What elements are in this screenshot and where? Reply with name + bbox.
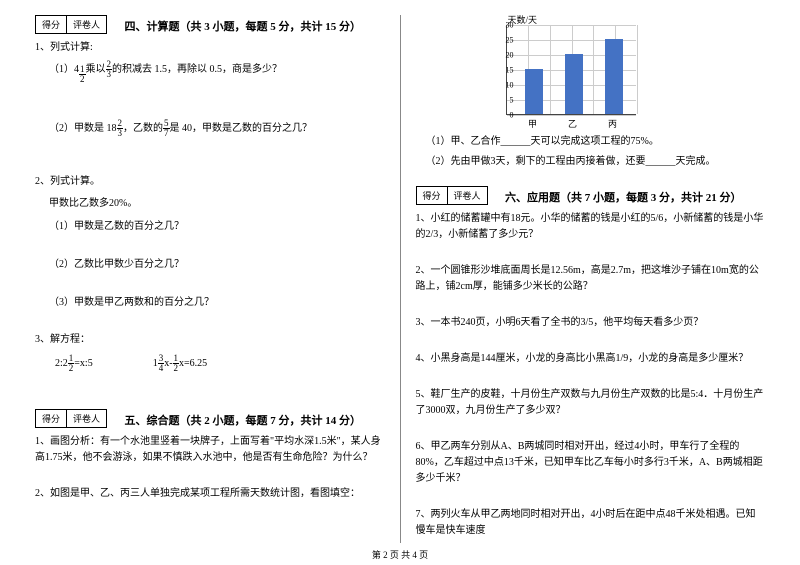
score-box-5: 得分 评卷人 — [35, 409, 107, 428]
q6-1: 1、小红的储蓄罐中有18元。小华的储蓄的钱是小红的5/6，小新储蓄的钱是小华的2… — [416, 211, 766, 243]
right-column: 天数/天 051015202530甲乙丙 （1）甲、乙合作______天可以完成… — [416, 15, 766, 543]
q4-2-3: （3）甲数是甲乙两数和的百分之几？ — [49, 293, 385, 308]
score-label: 得分 — [36, 16, 67, 33]
q4-2s: 甲数比乙数多20%。 — [49, 194, 385, 209]
score-box-6: 得分 评卷人 — [416, 186, 488, 205]
q4-1-2: （2）甲数是 1823，乙数的57是 40，甲数是乙数的百分之几？ — [49, 119, 385, 138]
q6-2: 2、一个圆锥形沙堆底面周长是12.56m，高是2.7m，把这堆沙子铺在10m宽的… — [416, 263, 766, 295]
q5-2: 2、如图是甲、乙、丙三人单独完成某项工程所需天数统计图，看图填空： — [35, 486, 385, 502]
page-footer: 第 2 页 共 4 页 — [0, 548, 800, 561]
left-column: 得分 评卷人 四、计算题（共 3 小题，每题 5 分，共计 15 分） 1、列式… — [35, 15, 385, 543]
chart-q2: （2）先由甲做3天，剩下的工程由丙接着做，还要______天完成。 — [426, 154, 766, 170]
q6-4: 4、小黑身高是144厘米，小龙的身高比小黑高1/9，小龙的身高是多少厘米？ — [416, 351, 766, 367]
q4-3: 3、解方程： — [35, 332, 385, 348]
section-4-title: 四、计算题（共 3 小题，每题 5 分，共计 15 分） — [125, 18, 362, 34]
q4-1-1: （1）412乘以23的积减去 1.5，再除以 0.5，商是多少？ — [49, 60, 385, 84]
q5-1: 1、画图分析：有一个水池里竖着一块牌子，上面写着"平均水深1.5米"，某人身高1… — [35, 434, 385, 466]
bar-chart: 天数/天 051015202530甲乙丙 — [466, 15, 646, 130]
q4-2-2: （2）乙数比甲数少百分之几？ — [49, 255, 385, 270]
q4-1: 1、列式计算: — [35, 40, 385, 56]
section-6-title: 六、应用题（共 7 小题，每题 3 分，共计 21 分） — [505, 189, 742, 205]
q4-2-1: （1）甲数是乙数的百分之几？ — [49, 217, 385, 232]
section-5-title: 五、综合题（共 2 小题，每题 7 分，共计 14 分） — [125, 412, 362, 428]
score-box: 得分 评卷人 — [35, 15, 107, 34]
chart-q1: （1）甲、乙合作______天可以完成这项工程的75%。 — [426, 134, 766, 150]
q6-7: 7、两列火车从甲乙两地同时相对开出，4小时后在距中点48千米处相遇。已知慢车是快… — [416, 507, 766, 539]
q6-5: 5、鞋厂生产的皮鞋，十月份生产双数与九月份生产双数的比是5:4．十月份生产了30… — [416, 387, 766, 419]
column-divider — [400, 15, 401, 543]
q4-2: 2、列式计算。 — [35, 174, 385, 190]
q6-3: 3、一本书240页，小明6天看了全书的3/5，他平均每天看多少页？ — [416, 315, 766, 331]
equations: 2:212=x:5 134x-12x=6.25 — [55, 354, 385, 373]
q6-6: 6、甲乙两车分别从A、B两城同时相对开出，经过4小时，甲车行了全程的80%，乙车… — [416, 439, 766, 487]
reviewer-label: 评卷人 — [67, 16, 106, 33]
